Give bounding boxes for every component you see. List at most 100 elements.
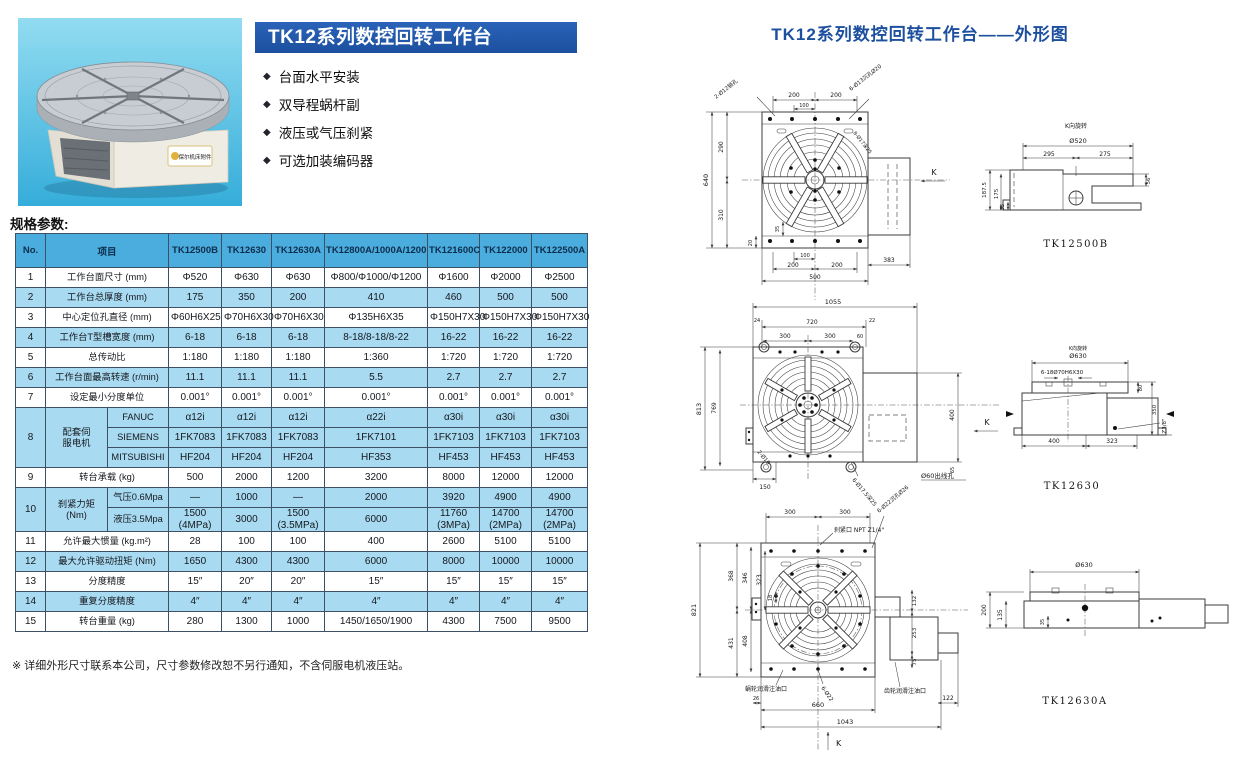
table-cell: Φ150H7X30	[479, 307, 537, 328]
table-cell: 15″	[479, 571, 533, 592]
dim-label: 275	[1099, 151, 1111, 158]
dim-label: 660	[812, 701, 824, 709]
table-cell: 9500	[531, 611, 589, 632]
spec-table: No. 项目 TK12500B TK12630 TK12630A TK12800A/100…	[15, 233, 589, 632]
drawing-tk12500b-front-view: 200 200 100 2-Ø12销孔 6-Ø13沉孔Ø20 8-Ø17深25 …	[702, 62, 950, 300]
rotation-label: K向旋转	[1065, 122, 1087, 130]
dim-label: 22	[869, 318, 875, 324]
diamond-bullet-icon: ◆	[263, 154, 271, 166]
column-header: TK121600C	[427, 233, 480, 268]
model-label: TK12500B	[1043, 239, 1108, 250]
table-cell: 10000	[531, 551, 589, 572]
table-row: 4 工作台T型槽宽度 (mm) 6-18 6-18 6-18 8-18/8-18/8-22…	[15, 327, 589, 348]
table-cell: HF453	[531, 447, 589, 468]
product-photo: 保尔机床附件	[18, 18, 242, 206]
brake-port-callout: 刹紧口 NPT Z1/4"	[834, 526, 884, 534]
table-cell: 11760 (3MPa)	[427, 507, 481, 532]
table-cell: 14700 (2MPa)	[531, 507, 589, 532]
table-cell: 1FK7101	[324, 427, 429, 448]
dim-label: 200	[830, 92, 842, 99]
table-cell: Φ60H6X25	[168, 307, 223, 328]
table-cell: Φ2000	[479, 267, 533, 288]
table-row: 3 中心定位孔直径 (mm) Φ60H6X25 Φ70H6X30 Φ70H6X30 Φ13…	[15, 307, 589, 328]
table-cell: 4″	[479, 591, 533, 612]
dim-label: 408	[742, 635, 749, 647]
dim-label: 100	[799, 103, 809, 109]
table-cell: 5.5	[324, 367, 429, 388]
hole-callout: Ø60出线孔	[921, 471, 954, 480]
table-cell: α12i	[168, 407, 223, 428]
column-header: TK122000	[479, 233, 533, 268]
table-cell: α30i	[427, 407, 481, 428]
table-cell: Φ70H6X30	[271, 307, 326, 328]
row-item: 工作台T型槽宽度 (mm)	[44, 327, 170, 348]
row-number: 8	[15, 407, 46, 468]
row-item: 工作台面尺寸 (mm)	[44, 267, 170, 288]
hole-callout: 6-Ø22沉孔Ø26	[875, 483, 911, 515]
sub-item: 液压3.5Mpa	[106, 507, 170, 532]
table-cell: 20″	[271, 571, 326, 592]
table-cell: 4″	[531, 591, 589, 612]
table-cell: 11.1	[271, 367, 326, 388]
table-cell: 6-18	[168, 327, 223, 348]
table-cell: 1FK7083	[168, 427, 223, 448]
drawing-tk12630a-front-view: 300 300 刹紧口 NPT Z1/4" 6-Ø22沉孔Ø26 821 368…	[690, 483, 968, 750]
feature-list: ◆ 台面水平安装 ◆ 双导程蜗杆副 ◆ 液压或气压刹紧 ◆ 可选加装编码器	[263, 66, 373, 178]
dim-label: 383	[883, 257, 895, 264]
table-cell: 4″	[427, 591, 481, 612]
table-cell: 16-22	[427, 327, 481, 348]
row-item: 工作台面最高转速 (r/min)	[44, 367, 170, 388]
dim-label: 200	[788, 92, 800, 99]
table-cell: 1500 (3.5MPa)	[271, 507, 326, 532]
table-cell: 1000	[271, 611, 326, 632]
table-cell: α12i	[221, 407, 273, 428]
diamond-bullet-icon: ◆	[263, 98, 271, 110]
table-cell: 2000	[324, 487, 429, 508]
row-number: 14	[15, 591, 46, 612]
dim-label: 75	[912, 658, 918, 665]
series-title-banner: TK12系列数控回转工作台	[255, 22, 577, 53]
row-number: 12	[15, 551, 46, 572]
hole-callout: 6-Ø13沉孔Ø20	[847, 62, 883, 93]
table-row: 6 工作台面最高转速 (r/min) 11.1 11.1 11.1 5.5 2.7 2.7 2.…	[15, 367, 589, 388]
dim-label: 769	[711, 402, 718, 414]
table-cell: 14700 (2MPa)	[479, 507, 533, 532]
dim-label: 100	[800, 253, 810, 259]
model-label: TK12630A	[1042, 696, 1107, 707]
hole-callout: 2-Ø12销孔	[712, 77, 739, 101]
table-cell: 4″	[324, 591, 429, 612]
dim-label: 35	[1000, 204, 1006, 210]
lube-port-callout: 蜗轮润滑注油口	[745, 685, 787, 693]
column-header: TK12800A/1000A/1200	[324, 233, 429, 268]
outline-section-title: TK12系列数控回转工作台——外形图	[771, 25, 1069, 44]
table-cell: 7500	[479, 611, 533, 632]
table-row: 2 工作台总厚度 (mm) 175 350 200 410 460 500 500	[15, 287, 589, 308]
table-cell: 4900	[479, 487, 533, 508]
table-row: 15 转台重量 (kg) 280 1300 1000 1450/1650/1900 4300…	[15, 611, 589, 632]
table-cell: 8-18/8-18/8-22	[324, 327, 429, 348]
dim-label: 323	[1106, 438, 1118, 445]
dim-label: 400	[1048, 438, 1060, 445]
dim-label: 65	[950, 467, 956, 473]
dim-label: 350	[1152, 404, 1158, 415]
table-cell: 4300	[221, 551, 273, 572]
hole-callout: 6-18Ø70H6X30	[1041, 369, 1084, 376]
dim-label: 431	[728, 637, 735, 649]
hole-callout: 6-Ø17.5深25	[850, 476, 879, 508]
dim-label: 300	[824, 333, 836, 340]
table-row: 8 配套伺 服电机 FANUC α12i α12i α12i α22i α30i α30i α30…	[15, 407, 589, 468]
table-cell: 460	[427, 287, 481, 308]
table-cell: 2.7	[479, 367, 533, 388]
table-cell: Φ630	[271, 267, 326, 288]
table-cell: 400	[324, 531, 429, 552]
feature-label: 双导程蜗杆副	[278, 98, 360, 113]
row-item: 最大允许驱动扭矩 (Nm)	[44, 551, 170, 572]
feature-item: ◆ 双导程蜗杆副	[263, 94, 373, 114]
table-cell: α22i	[324, 407, 429, 428]
feature-label: 可选加装编码器	[278, 154, 374, 169]
row-number: 9	[15, 467, 46, 488]
table-cell: α30i	[531, 407, 589, 428]
column-header: TK12630	[221, 233, 273, 268]
table-footnote: ※ 详细外形尺寸联系本公司，尺寸参数修改恕不另行通知，不含伺服电机液压站。	[12, 660, 410, 672]
column-header: TK122500A	[531, 233, 589, 268]
